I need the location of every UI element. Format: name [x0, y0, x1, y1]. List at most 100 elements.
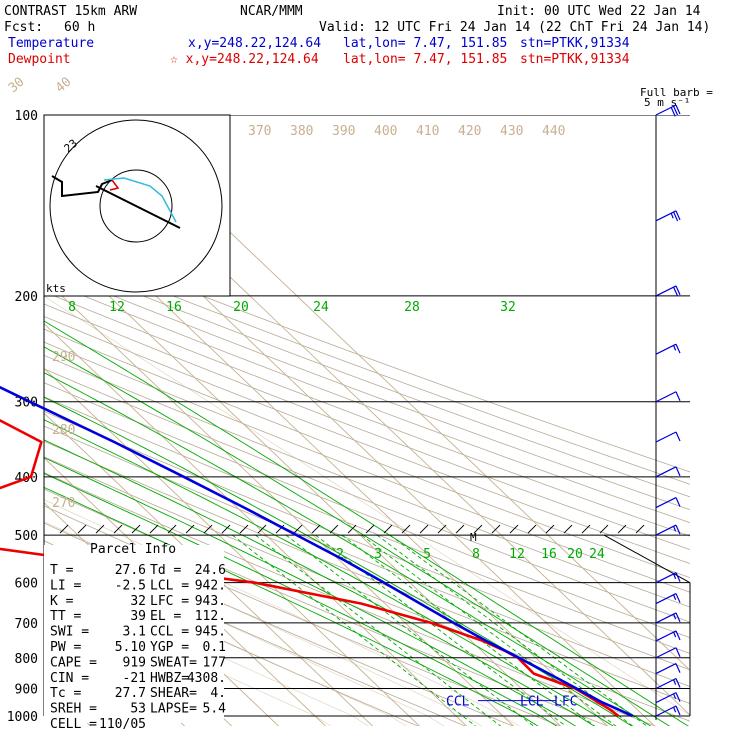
fcst-label: Fcst: — [4, 20, 43, 35]
barb-half-flag — [673, 345, 677, 351]
barb-flag — [673, 211, 679, 222]
sounding-traces: ELMCCLLCLLFC — [0, 385, 634, 718]
mixing-ratio-lower-label: 12 — [509, 547, 525, 562]
dry-adiabat-420 — [44, 115, 690, 726]
barb-staff — [655, 466, 677, 478]
m-label: M — [470, 531, 477, 544]
parcel-value: 32 — [130, 594, 146, 609]
dry-adiabat-390 — [44, 115, 690, 726]
parcel-value: -21 — [123, 671, 146, 686]
pressure-tick-label: 900 — [15, 682, 38, 697]
lcl-label: LCL — [520, 695, 544, 710]
wind-barb — [655, 524, 681, 536]
dry-adiabat-380 — [44, 115, 690, 726]
parcel-key: K = — [50, 594, 74, 609]
theta-label: 410 — [416, 124, 439, 139]
theta-left-label: 280 — [52, 423, 75, 438]
dry-adiabat-330 — [44, 115, 690, 726]
parcel-title: Parcel Info — [90, 542, 176, 557]
mixing-ratio-lower-label: 2 — [336, 547, 344, 562]
parcel-value: 27.7 — [115, 686, 146, 701]
hodograph-trace-red — [109, 179, 120, 191]
barb-flag — [675, 663, 681, 673]
wind-barb — [655, 466, 681, 478]
isotherm--10 — [44, 115, 470, 726]
parcel-value: 943. — [195, 594, 226, 609]
dew-header-label: Dewpoint — [8, 52, 71, 67]
dry-adiabat-460 — [44, 115, 690, 726]
mixing-ratio-24 — [389, 534, 651, 726]
wind-barb — [655, 285, 681, 297]
moist-adiabat-32 — [44, 115, 675, 726]
barb-staff — [655, 524, 677, 536]
barb-flag — [673, 105, 679, 116]
barb-flag — [675, 524, 681, 535]
parcel-key: CELL = — [50, 717, 97, 732]
theta-e-curve — [44, 115, 374, 726]
temperature-trace — [0, 385, 634, 718]
parcel-key: YGP = — [150, 640, 189, 655]
inversion-hatch — [131, 524, 141, 534]
inversion-hatch — [185, 524, 195, 534]
barb-half-flag — [673, 613, 677, 620]
parcel-value: 919 — [123, 655, 146, 670]
mixing-ratio-upper-label: 32 — [500, 300, 516, 315]
barb-half-flag — [673, 573, 677, 580]
dew-header-stn: stn=PTKK,91334 — [520, 52, 630, 67]
dry-adiabat-340 — [44, 115, 690, 726]
parcel-key: LI = — [50, 578, 81, 593]
barb-flag — [675, 497, 681, 507]
barb-half-flag — [670, 213, 674, 219]
parcel-key: SWEAT= — [150, 655, 197, 670]
temp-header-stn: stn=PTKK,91334 — [520, 36, 630, 51]
parcel-key: CIN = — [50, 671, 89, 686]
parcel-key: HWBZ= — [150, 671, 189, 686]
wind-barb — [655, 647, 681, 659]
parcel-key: SHEAR= — [150, 686, 197, 701]
parcel-key: SREH = — [50, 702, 97, 717]
mixing-ratio-upper-label: 28 — [404, 300, 420, 315]
temp-header-xy: x,y=248.22,124.64 — [188, 36, 321, 51]
dry-adiabat-300 — [44, 115, 663, 726]
wind-barb — [655, 572, 681, 584]
barb-flag — [673, 286, 679, 297]
wind-barb — [655, 210, 681, 222]
isotherm--100 — [44, 115, 47, 726]
parcel-value: 53 — [130, 702, 146, 717]
inversion-hatch — [365, 524, 375, 534]
parcel-value: 27.6 — [115, 563, 146, 578]
inversion-hatch — [77, 524, 87, 534]
valid-time: Valid: 12 UTC Fri 24 Jan 14 (22 ChT Fri … — [319, 20, 710, 35]
parcel-info-panel: Parcel Info T = 27.6 Td = 24.6 LI = -2.5 LCL = 9… — [44, 542, 226, 732]
parcel-value: 39 — [130, 609, 146, 624]
barb-staff — [655, 630, 677, 642]
inversion-hatch — [59, 524, 69, 534]
barb-title-line1: Full barb = — [640, 86, 713, 99]
barb-half-flag — [673, 706, 677, 713]
parcel-key: PW = — [50, 640, 81, 655]
isotherm-0 — [44, 115, 517, 726]
dry-adiabat-400 — [44, 115, 690, 726]
dew-header-latlon: lat,lon= 7.47, 151.85 — [343, 52, 507, 67]
pressure-tick-label: 300 — [15, 396, 38, 411]
parcel-key: Tc = — [50, 686, 81, 701]
parcel-value: -2.5 — [115, 578, 146, 593]
barb-flag — [675, 678, 681, 688]
mixing-ratio-2 — [232, 534, 480, 726]
wind-barbs-panel: Full barb = 5 m s⁻¹ — [640, 86, 713, 720]
moist-adiabat-8 — [44, 115, 562, 726]
dew-header-xy: ☆ x,y=248.22,124.64 — [170, 52, 319, 67]
barb-flag — [675, 431, 681, 442]
inversion-hatch — [167, 524, 177, 534]
barb-title-line2: 5 m s⁻¹ — [644, 96, 690, 109]
mixing-ratio-lower-label: 3 — [374, 547, 382, 562]
barb-flag — [670, 107, 676, 117]
mixing-ratio-upper-label: 16 — [166, 300, 182, 315]
wind-barb — [655, 663, 681, 675]
parcel-key: Td = — [150, 563, 181, 578]
isotherm-label: 40 — [53, 75, 75, 97]
parcel-value: 4308. — [187, 671, 226, 686]
mixing-ratio-upper-label: 20 — [233, 300, 249, 315]
inversion-hatch — [509, 524, 519, 534]
